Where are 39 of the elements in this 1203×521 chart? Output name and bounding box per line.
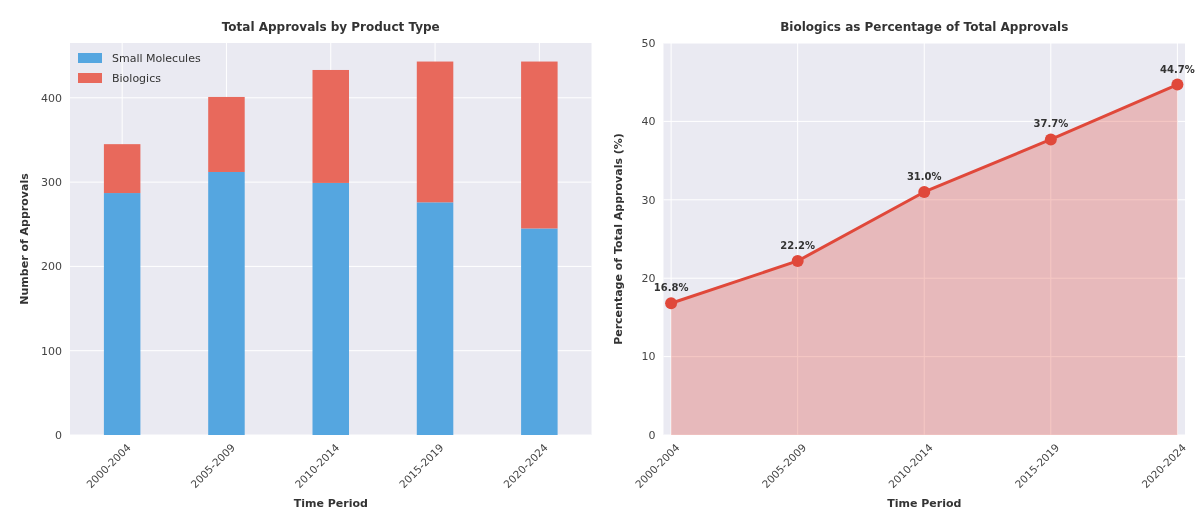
chart-title: Total Approvals by Product Type <box>221 20 440 34</box>
bar <box>208 171 245 435</box>
point <box>1171 78 1184 91</box>
legend-label: Biologics <box>112 71 162 85</box>
bar <box>208 96 245 172</box>
y-tick-label: 100 <box>41 344 62 358</box>
y-axis-title: Number of Approvals <box>18 172 31 305</box>
data-label: 22.2% <box>780 239 816 251</box>
y-axis-title: Percentage of Total Approvals (%) <box>611 133 625 345</box>
y-tick-label: 0 <box>648 428 656 442</box>
bar <box>103 144 141 194</box>
bar <box>416 202 454 435</box>
bar <box>521 61 558 229</box>
bar <box>312 69 349 183</box>
data-label: 16.8% <box>653 282 689 294</box>
y-tick-label: 300 <box>41 175 62 189</box>
bar <box>416 61 454 203</box>
chart-title: Biologics as Percentage of Total Approvals <box>780 20 1069 34</box>
legend-label: Small Molecules <box>112 51 201 65</box>
bar <box>521 228 558 435</box>
data-label: 37.7% <box>1033 118 1069 130</box>
y-tick-label: 40 <box>641 115 656 129</box>
point <box>665 297 678 310</box>
y-tick-label: 50 <box>641 36 656 50</box>
data-label: 44.7% <box>1160 63 1195 75</box>
x-axis-title: Time Period <box>293 497 368 510</box>
y-tick-label: 200 <box>41 260 62 274</box>
y-tick-label: 10 <box>641 350 656 364</box>
point <box>791 254 804 267</box>
y-tick-label: 20 <box>641 272 656 286</box>
point <box>918 185 931 198</box>
x-axis-title: Time Period <box>887 497 962 510</box>
y-tick-label: 0 <box>55 428 62 442</box>
point <box>1044 133 1057 146</box>
data-label: 31.0% <box>906 170 942 182</box>
y-tick-label: 30 <box>641 193 656 207</box>
y-tick-label: 400 <box>41 91 62 105</box>
bar <box>103 193 141 435</box>
bar <box>312 182 349 435</box>
